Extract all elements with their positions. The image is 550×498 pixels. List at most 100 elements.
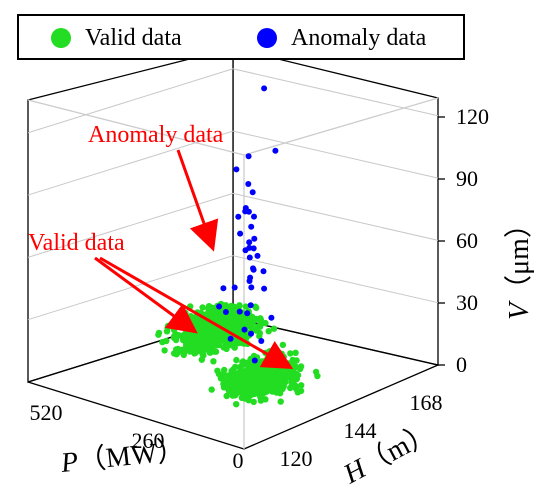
point-valid [292,349,299,356]
annotation-valid-text: Valid data [28,230,125,256]
tick-label-h: 144 [344,418,377,443]
point-valid [215,370,223,378]
point-anomaly [254,252,261,259]
tick-label-v: 90 [456,166,478,191]
gridlines [27,68,439,321]
floor-edge-front-right [243,364,439,450]
point-anomaly [247,274,254,281]
point-anomaly [250,266,257,273]
point-valid [205,303,213,310]
point-anomaly [248,330,254,337]
point-valid [179,332,187,339]
point-valid [210,358,217,365]
point-anomaly [245,208,252,215]
point-valid [199,304,206,311]
legend: Valid data Anomaly data [17,14,465,60]
point-anomaly [220,285,227,292]
point-valid [245,375,252,382]
point-valid [228,325,235,332]
point-anomaly [251,213,257,220]
legend-item-anomaly: Anomaly data [257,23,426,53]
axis-label-p-var: P [58,446,79,479]
point-anomaly [261,285,268,292]
point-valid [192,330,199,337]
point-valid [220,376,228,383]
annotations: Anomaly data Valid data [28,122,294,369]
point-valid [294,389,301,396]
point-valid [173,331,180,338]
point-valid [275,362,282,369]
point-anomaly [249,189,256,196]
point-valid [159,338,166,346]
point-valid [298,382,305,389]
grid-v-left-1 [27,192,234,258]
point-valid [200,323,207,330]
point-valid [207,338,214,345]
axis-label-p-unit: （MW） [76,434,186,477]
point-valid [230,366,237,373]
annotation-valid-arrow-2 [99,256,294,369]
point-valid [218,320,226,327]
point-valid [256,381,264,388]
point-valid [170,350,178,357]
point-anomaly [227,335,234,342]
point-valid [283,370,290,378]
point-valid [225,387,233,395]
point-valid [174,345,182,353]
point-anomaly [245,181,252,187]
point-anomaly [231,284,238,291]
point-valid [265,328,272,335]
plot-box [27,47,439,450]
point-valid [208,386,215,393]
point-valid [259,371,266,379]
point-valid [294,372,302,379]
point-valid [242,303,249,310]
point-valid [203,343,210,351]
tick-label-p: 260 [132,428,165,453]
point-anomaly [245,153,252,160]
point-valid [279,341,287,349]
point-valid [292,382,299,390]
point-anomaly [260,268,267,275]
tick-label-v: 60 [456,228,478,253]
point-anomaly [251,357,258,364]
annotation-anomaly-text: Anomaly data [88,122,224,148]
point-anomaly [268,314,275,321]
tick-labels: 0 30 60 90 120 0 260 520 120 144 168 [30,104,490,473]
point-anomaly [233,166,240,173]
legend-marker-anomaly [257,28,277,48]
point-valid [257,397,265,404]
point-valid [249,370,257,377]
point-anomaly [246,239,253,246]
legend-marker-valid [51,28,71,48]
point-valid [251,381,258,388]
grid-v-right-0 [232,255,439,304]
point-valid [256,316,263,323]
point-anomaly [237,230,244,237]
point-valid [270,383,277,391]
tick-label-p: 520 [30,400,63,425]
legend-item-valid: Valid data [51,23,182,53]
point-valid [312,368,320,376]
point-valid [273,389,280,396]
tick-label-p: 0 [233,448,244,473]
floor-edge-right [232,317,439,366]
point-anomaly [248,284,255,291]
tick-label-v: 120 [456,104,489,129]
point-anomaly [258,338,265,344]
axis-label-p: P（MW） [58,434,186,479]
point-valid [164,322,172,330]
top-edge-front-right [243,97,439,156]
point-valid [277,398,284,405]
point-anomaly [246,254,253,261]
tick-label-h: 120 [280,446,313,471]
point-valid [270,325,278,332]
point-valid [223,345,230,353]
tick-label-v: 30 [456,290,478,315]
point-valid [297,363,305,370]
point-valid [237,363,244,371]
grid-v-left-0 [27,255,234,321]
point-valid [254,323,261,330]
point-valid [218,336,225,343]
